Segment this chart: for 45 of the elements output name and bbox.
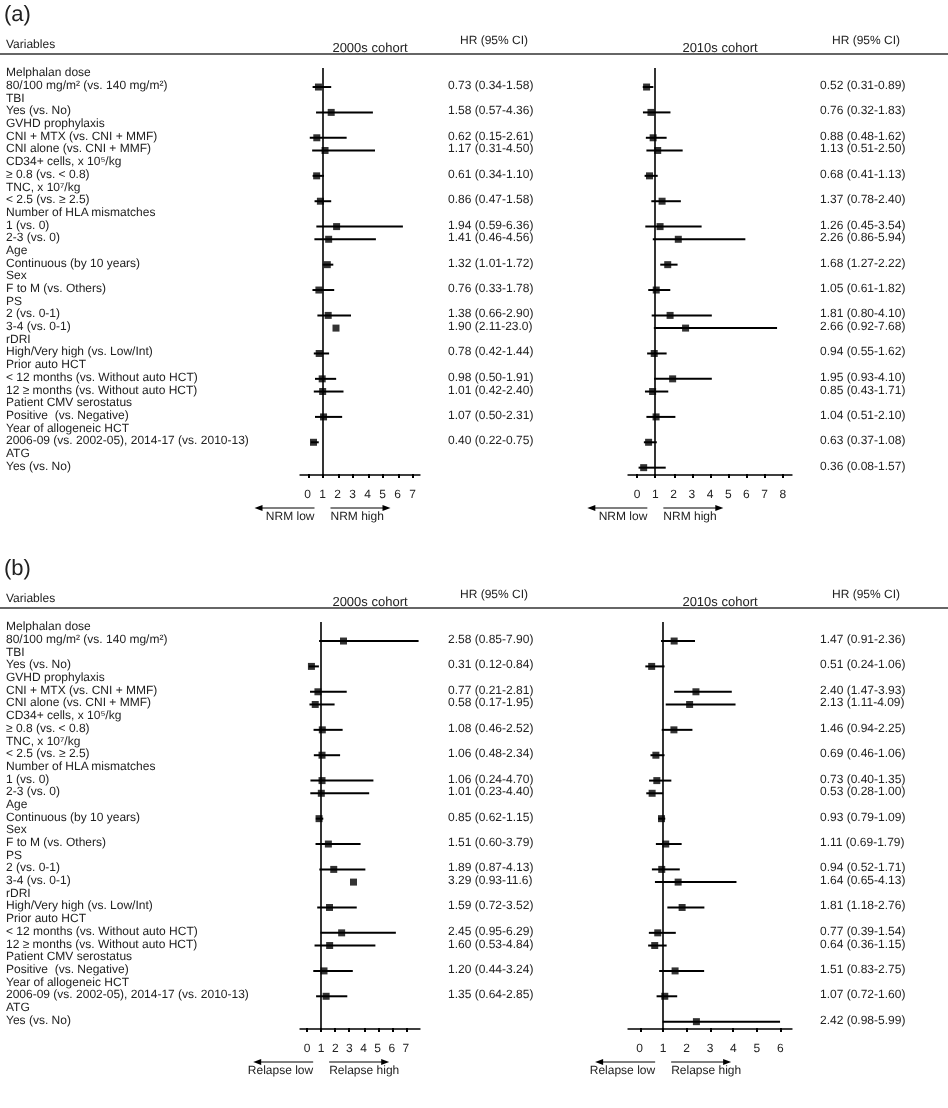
point [326, 942, 334, 950]
text: (a) [4, 3, 31, 27]
point [692, 688, 700, 696]
point [682, 324, 690, 332]
point [669, 375, 677, 383]
point [307, 662, 315, 670]
point [646, 172, 653, 180]
point [664, 261, 672, 269]
point [350, 878, 358, 886]
point [674, 878, 682, 886]
point [678, 903, 686, 911]
point [330, 865, 338, 873]
point [324, 840, 332, 848]
point [314, 83, 322, 91]
point [656, 223, 664, 231]
point [666, 311, 674, 319]
point [654, 929, 662, 937]
point [327, 108, 335, 116]
point [648, 789, 656, 797]
point [658, 197, 666, 205]
point [325, 235, 333, 243]
point [653, 777, 661, 785]
point [674, 235, 682, 243]
point [686, 700, 694, 708]
point [640, 464, 648, 472]
point [645, 438, 653, 446]
point [326, 903, 334, 911]
point [313, 134, 321, 142]
point [324, 311, 332, 319]
text: (b) [4, 557, 31, 581]
point [670, 637, 678, 645]
point [315, 286, 323, 294]
point [671, 967, 679, 975]
point [332, 324, 340, 332]
point [339, 637, 347, 645]
point [647, 108, 655, 116]
point [322, 992, 330, 1000]
point [338, 929, 346, 937]
point [652, 751, 660, 759]
point [651, 942, 659, 950]
point [648, 662, 656, 670]
point [692, 1018, 700, 1026]
point [333, 223, 341, 231]
point [670, 726, 678, 734]
point [311, 700, 319, 708]
